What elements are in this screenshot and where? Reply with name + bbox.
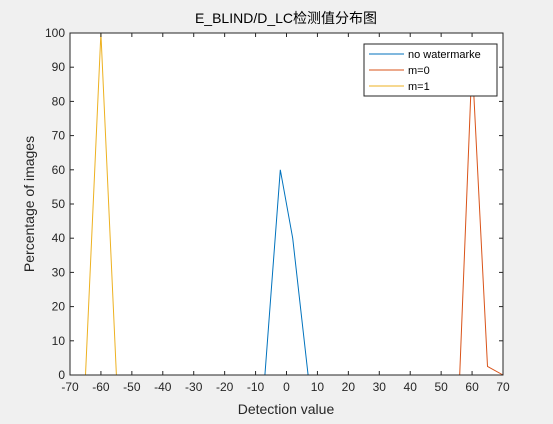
x-tick-label: -10 <box>247 380 265 394</box>
x-tick-label: -60 <box>92 380 110 394</box>
x-tick-label: 70 <box>496 380 510 394</box>
legend-label-0: no watermarke <box>408 49 481 61</box>
x-tick-label: 0 <box>283 380 290 394</box>
legend-items: no watermarke m=0 m=1 <box>369 49 481 93</box>
x-tick-label: 20 <box>342 380 356 394</box>
x-tick-label: -20 <box>216 380 234 394</box>
x-tick-label: 50 <box>434 380 448 394</box>
y-tick-label: 60 <box>52 163 66 177</box>
x-tick-label: 10 <box>311 380 325 394</box>
y-tick-label: 90 <box>52 60 66 74</box>
y-tick-label: 0 <box>58 368 65 382</box>
x-axis-label: Detection value <box>238 401 335 417</box>
y-tick-label: 100 <box>45 26 65 40</box>
y-tick-label: 40 <box>52 231 66 245</box>
y-tick-label: 80 <box>52 94 66 108</box>
x-tick-label: -40 <box>154 380 172 394</box>
axes: -70 -60 -50 -40 -30 -20 -10 0 10 20 30 40 50 60 70 0 10 2… <box>45 26 510 394</box>
x-tick-label: -30 <box>185 380 203 394</box>
legend-label-1: m=0 <box>408 65 430 77</box>
x-tick-label: -70 <box>61 380 79 394</box>
y-tick-label: 50 <box>52 197 66 211</box>
x-tick-label: -50 <box>123 380 141 394</box>
x-tick-label: 30 <box>373 380 387 394</box>
x-tick-label: 60 <box>465 380 479 394</box>
y-tick-label: 20 <box>52 300 66 314</box>
y-axis-label: Percentage of images <box>21 136 37 272</box>
y-tick-label: 10 <box>52 334 66 348</box>
legend[interactable]: no watermarke m=0 m=1 <box>363 43 498 97</box>
y-tick-label: 70 <box>52 129 66 143</box>
legend-label-2: m=1 <box>408 81 430 93</box>
y-tick-label: 30 <box>52 265 66 279</box>
chart-title: E_BLIND/D_LC检测值分布图 <box>195 10 377 26</box>
x-tick-label: 40 <box>404 380 418 394</box>
